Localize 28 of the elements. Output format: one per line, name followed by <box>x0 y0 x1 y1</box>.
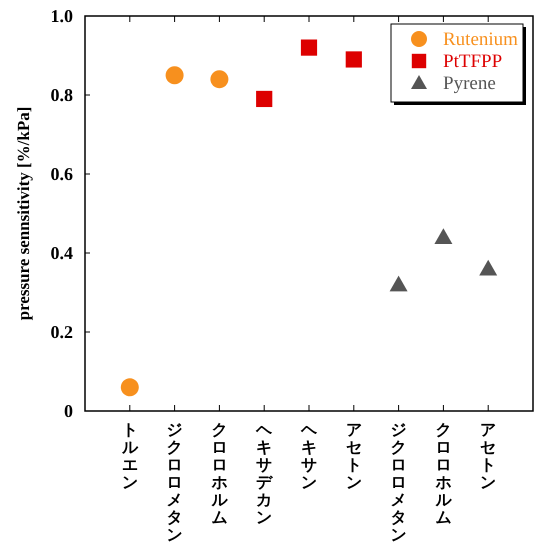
x-tick-label: クロロホルム <box>210 420 228 526</box>
point <box>346 51 362 68</box>
point <box>300 40 318 56</box>
x-tick-label: アセトン <box>346 420 362 492</box>
y-tick-label: 0 <box>64 401 73 421</box>
x-tick-label: クロロホルム <box>434 420 452 526</box>
point <box>256 90 272 108</box>
x-tick-label: ジクロロメタン <box>166 420 183 544</box>
point <box>390 276 408 292</box>
x-tick-label: アセトン <box>480 420 496 492</box>
x-tick-label: トルエン <box>120 420 139 492</box>
point <box>120 378 139 396</box>
x-tick-label: ヘキサン <box>300 420 318 492</box>
legend-label: Pyrene <box>443 73 496 94</box>
legend-label: Rutenium <box>443 29 518 50</box>
y-tick-label: 1.0 <box>50 6 73 26</box>
point <box>479 260 498 276</box>
x-tick-label: ジクロロメタン <box>390 420 407 544</box>
y-axis-title: pressure sennsitivity [%/kPa] <box>14 106 33 320</box>
point <box>210 70 228 88</box>
point <box>166 66 184 84</box>
y-tick-label: 0.2 <box>50 322 73 342</box>
y-tick-label: 0.6 <box>50 164 73 184</box>
point <box>434 228 452 244</box>
y-tick-label: 0.4 <box>50 243 73 263</box>
legend-label: PtTFPP <box>443 51 502 72</box>
y-tick-label: 0.8 <box>50 85 73 105</box>
x-tick-label: ヘキサデカン <box>255 420 274 526</box>
